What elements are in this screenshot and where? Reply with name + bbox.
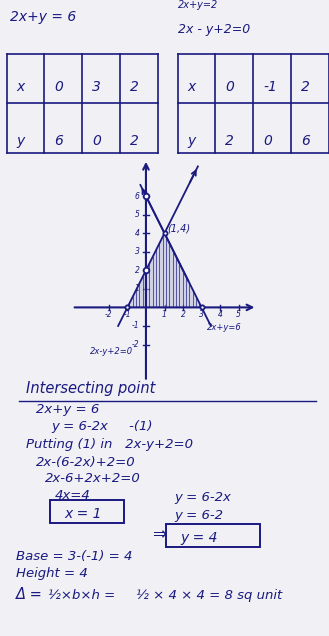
- Text: 2: 2: [225, 134, 234, 148]
- Text: 2x+y = 6: 2x+y = 6: [10, 10, 76, 24]
- Text: 2x-y+2=0: 2x-y+2=0: [90, 347, 134, 356]
- Text: y: y: [16, 134, 25, 148]
- Text: 2: 2: [135, 266, 139, 275]
- Text: -2: -2: [105, 310, 113, 319]
- Text: x: x: [16, 80, 25, 94]
- Text: 3: 3: [199, 310, 204, 319]
- Text: -1: -1: [132, 321, 139, 331]
- Text: 4: 4: [135, 229, 139, 238]
- Text: 6: 6: [54, 134, 63, 148]
- Polygon shape: [127, 233, 202, 307]
- Text: 4: 4: [218, 310, 223, 319]
- Text: y = 4: y = 4: [181, 532, 218, 546]
- Text: 2: 2: [301, 80, 310, 94]
- Text: ⇒: ⇒: [152, 525, 165, 543]
- Text: 2x-6+2x+2=0: 2x-6+2x+2=0: [45, 472, 141, 485]
- Text: y = 6-2x     -(1): y = 6-2x -(1): [52, 420, 153, 433]
- Text: 4x=4: 4x=4: [55, 488, 91, 502]
- Text: -2: -2: [132, 340, 139, 349]
- Text: Δ =: Δ =: [16, 587, 48, 602]
- Text: 2x+y = 6: 2x+y = 6: [36, 403, 99, 417]
- Text: Height = 4: Height = 4: [16, 567, 88, 581]
- Text: 0: 0: [92, 134, 101, 148]
- Text: x = 1: x = 1: [64, 508, 102, 522]
- Text: 2x+y=2: 2x+y=2: [178, 0, 218, 10]
- Text: 3: 3: [92, 80, 101, 94]
- Text: 2x+y=6: 2x+y=6: [207, 322, 242, 331]
- Text: 0: 0: [263, 134, 272, 148]
- Text: (1,4): (1,4): [167, 223, 190, 233]
- Text: 1: 1: [162, 310, 167, 319]
- Text: 0: 0: [54, 80, 63, 94]
- Text: 5: 5: [236, 310, 241, 319]
- Text: -1: -1: [263, 80, 277, 94]
- Text: Base = 3-(-1) = 4: Base = 3-(-1) = 4: [16, 550, 133, 563]
- Text: 2x - y+2=0: 2x - y+2=0: [178, 23, 250, 36]
- Text: -1: -1: [124, 310, 131, 319]
- Text: 5: 5: [135, 210, 139, 219]
- Text: y: y: [188, 134, 196, 148]
- Text: y = 6-2: y = 6-2: [174, 509, 223, 522]
- Text: ½ × 4 × 4 = 8 sq unit: ½ × 4 × 4 = 8 sq unit: [136, 589, 282, 602]
- Text: 2x-(6-2x)+2=0: 2x-(6-2x)+2=0: [36, 455, 135, 469]
- Text: Intersecting point: Intersecting point: [26, 381, 155, 396]
- Text: y = 6-2x: y = 6-2x: [174, 491, 231, 504]
- Text: Putting (1) in   2x-y+2=0: Putting (1) in 2x-y+2=0: [26, 438, 193, 451]
- Text: 0: 0: [225, 80, 234, 94]
- Text: 2: 2: [130, 134, 139, 148]
- Text: 6: 6: [135, 191, 139, 200]
- Text: 2: 2: [130, 80, 139, 94]
- Text: ½×b×h =: ½×b×h =: [48, 589, 120, 602]
- Text: x: x: [188, 80, 196, 94]
- Text: 6: 6: [301, 134, 310, 148]
- Text: 1: 1: [135, 284, 139, 293]
- Text: 3: 3: [135, 247, 139, 256]
- Text: 2: 2: [181, 310, 186, 319]
